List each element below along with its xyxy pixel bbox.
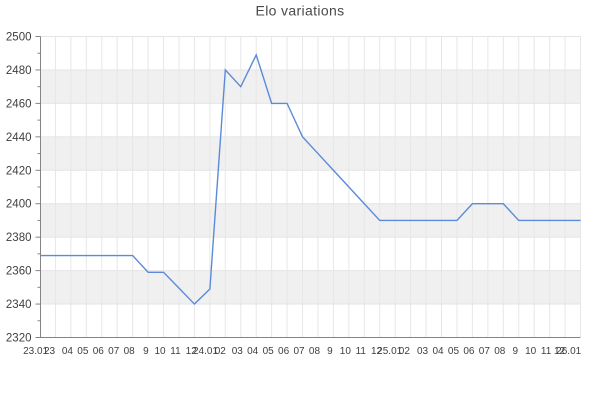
svg-text:23.01: 23.01 bbox=[23, 346, 48, 357]
svg-text:06: 06 bbox=[278, 346, 290, 357]
svg-text:11: 11 bbox=[170, 346, 181, 357]
svg-text:10: 10 bbox=[154, 346, 166, 357]
svg-text:25.01: 25.01 bbox=[377, 346, 402, 357]
svg-text:2420: 2420 bbox=[6, 165, 32, 177]
svg-text:06: 06 bbox=[463, 346, 475, 357]
svg-text:04: 04 bbox=[62, 346, 74, 357]
svg-text:11: 11 bbox=[541, 346, 552, 357]
svg-text:2360: 2360 bbox=[6, 266, 32, 278]
svg-text:05: 05 bbox=[77, 346, 89, 357]
svg-text:05: 05 bbox=[448, 346, 460, 357]
svg-text:9: 9 bbox=[512, 346, 518, 357]
svg-text:2380: 2380 bbox=[6, 232, 32, 244]
svg-text:03: 03 bbox=[232, 346, 244, 357]
svg-text:12: 12 bbox=[186, 346, 198, 357]
svg-text:Elo variations: Elo variations bbox=[256, 3, 345, 19]
svg-text:08: 08 bbox=[494, 346, 506, 357]
svg-text:12: 12 bbox=[554, 346, 566, 357]
svg-text:10: 10 bbox=[525, 346, 537, 357]
svg-text:2340: 2340 bbox=[6, 299, 32, 311]
svg-text:2320: 2320 bbox=[6, 333, 32, 345]
svg-text:08: 08 bbox=[124, 346, 136, 357]
svg-text:9: 9 bbox=[143, 346, 149, 357]
svg-text:02: 02 bbox=[399, 346, 411, 357]
svg-text:04: 04 bbox=[247, 346, 259, 357]
svg-text:23: 23 bbox=[44, 346, 56, 357]
svg-text:10: 10 bbox=[340, 346, 352, 357]
svg-text:2400: 2400 bbox=[6, 199, 32, 211]
svg-text:08: 08 bbox=[309, 346, 321, 357]
svg-text:03: 03 bbox=[417, 346, 429, 357]
svg-text:07: 07 bbox=[108, 346, 120, 357]
svg-text:07: 07 bbox=[479, 346, 491, 357]
svg-text:2460: 2460 bbox=[6, 98, 32, 110]
svg-text:26.01: 26.01 bbox=[556, 346, 581, 357]
svg-text:9: 9 bbox=[327, 346, 333, 357]
svg-text:12: 12 bbox=[371, 346, 383, 357]
svg-text:11: 11 bbox=[356, 346, 367, 357]
svg-text:2500: 2500 bbox=[6, 32, 32, 44]
svg-text:05: 05 bbox=[263, 346, 275, 357]
svg-text:07: 07 bbox=[293, 346, 305, 357]
svg-text:24.01: 24.01 bbox=[193, 346, 218, 357]
svg-text:2440: 2440 bbox=[6, 132, 32, 144]
svg-text:2480: 2480 bbox=[6, 65, 32, 77]
svg-text:04: 04 bbox=[432, 346, 444, 357]
svg-text:06: 06 bbox=[93, 346, 105, 357]
svg-text:02: 02 bbox=[215, 346, 227, 357]
